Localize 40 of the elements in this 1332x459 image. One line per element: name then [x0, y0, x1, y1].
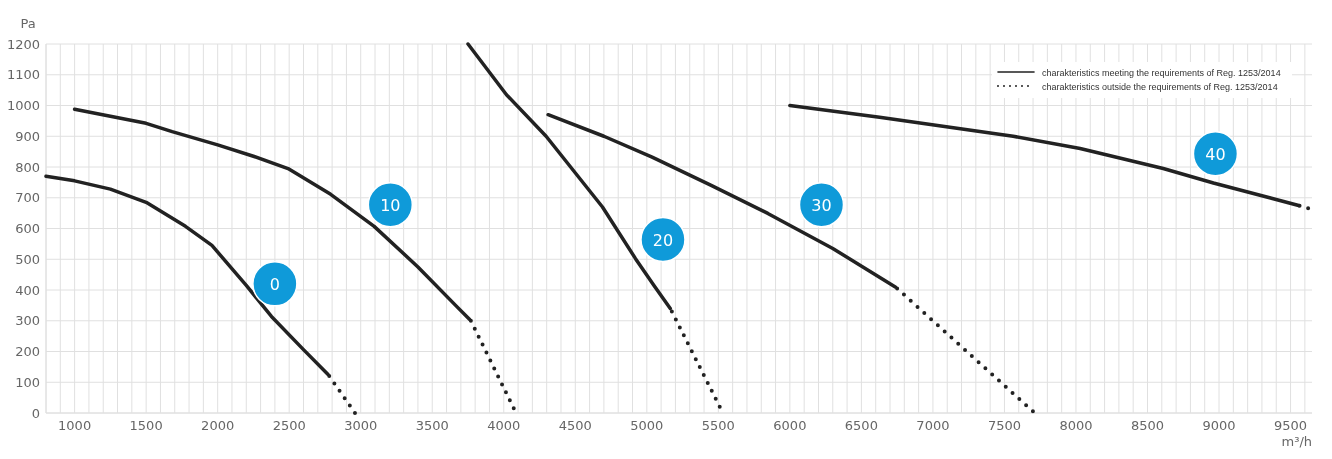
y-tick-label: 400: [15, 282, 40, 298]
x-tick-label: 1500: [129, 418, 163, 433]
x-tick-label: 8500: [1130, 418, 1165, 433]
y-tick-label: 500: [15, 251, 40, 267]
y-tick-label: 200: [15, 344, 40, 359]
x-tick-label: 2000: [201, 418, 235, 433]
annotation: 40: [1205, 144, 1226, 164]
x-tick-label: 5000: [630, 418, 664, 433]
legend-label: charakteristics meeting the requirements of Reg. 1253/2014: [1042, 67, 1281, 78]
y-tick-label: 1200: [6, 36, 40, 52]
x-tick-label: 3000: [344, 418, 378, 433]
y-tick-label: 800: [15, 159, 40, 175]
y-tick-label: 100: [15, 374, 40, 390]
y-tick-label: 600: [15, 221, 40, 236]
x-tick-label: 7500: [987, 418, 1021, 433]
x-tick-label: 6500: [844, 418, 878, 433]
x-tick-label: 4000: [487, 418, 521, 433]
annotation: 10: [380, 195, 401, 215]
y-tick-label: 300: [15, 313, 40, 329]
y-tick-label: 900: [15, 128, 40, 144]
legend-label: charakteristics outside the requirements of Reg. 1253/2014: [1042, 81, 1278, 92]
x-tick-label: 2500: [272, 418, 306, 433]
y-tick-label: 1000: [6, 98, 40, 113]
y-tick-label: 1100: [6, 67, 40, 83]
y-tick-label: 0: [31, 405, 40, 421]
x-tick-label: 8000: [1059, 418, 1093, 433]
x-tick-label: 9000: [1202, 418, 1236, 433]
annotation: 0: [269, 274, 280, 294]
x-tick-label: 4500: [558, 418, 592, 433]
x-tick-label: 7000: [916, 418, 950, 433]
x-tick-label: 3500: [415, 418, 449, 433]
x-tick-label: 9500: [1274, 418, 1308, 433]
x-axis-title: m³/h: [1281, 434, 1312, 449]
y-tick-label: 700: [15, 190, 40, 206]
x-tick-label: 5500: [701, 418, 735, 433]
y-axis-title: Pa: [20, 16, 36, 31]
x-tick-label: 6000: [773, 418, 807, 433]
annotation: 20: [652, 230, 674, 250]
x-tick-label: 1000: [58, 418, 92, 433]
annotation: 30: [811, 195, 832, 215]
